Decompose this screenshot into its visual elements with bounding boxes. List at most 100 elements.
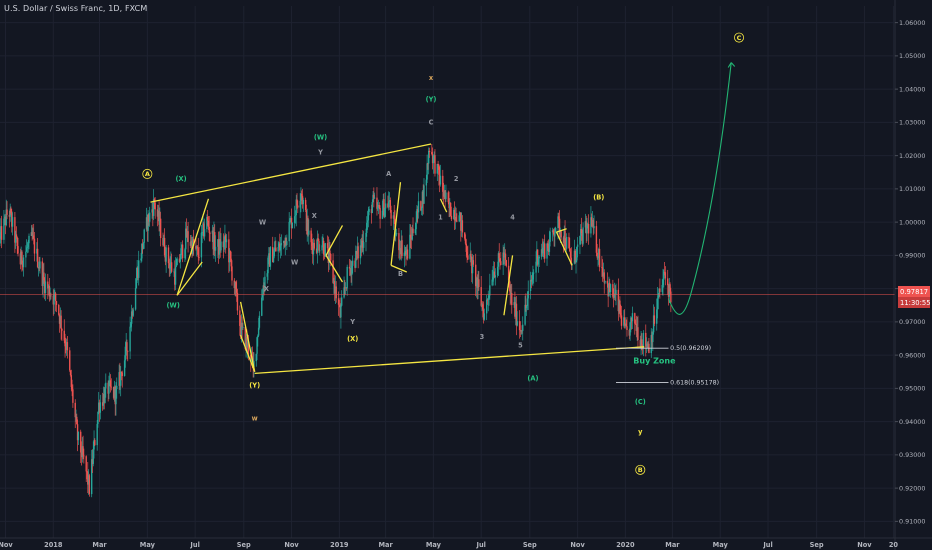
- candle-body: [142, 242, 145, 249]
- candle-body: [646, 343, 649, 348]
- candle: [453, 207, 455, 220]
- candle: [662, 268, 664, 296]
- candle: [224, 224, 226, 250]
- candle-body: [41, 261, 44, 287]
- candle-body: [124, 346, 127, 361]
- candle: [414, 222, 417, 235]
- candle-body: [224, 235, 226, 242]
- candle-body: [97, 412, 99, 424]
- candle-body: [587, 223, 590, 234]
- candle-body: [449, 202, 452, 216]
- candle: [505, 259, 507, 268]
- candle: [488, 293, 490, 306]
- candle: [609, 278, 611, 293]
- price-tick-label: 1.02000: [899, 152, 925, 160]
- candle-body: [330, 253, 332, 261]
- candle: [184, 247, 186, 262]
- candle: [449, 202, 452, 217]
- candle-body: [607, 283, 609, 297]
- price-tick-label: 1.06000: [899, 19, 925, 27]
- candle-body: [280, 242, 283, 246]
- candle: [31, 224, 33, 241]
- candle: [612, 288, 615, 308]
- candle-body: [444, 190, 446, 200]
- candle: [220, 233, 222, 253]
- candle-body: [158, 210, 160, 225]
- candle: [442, 182, 445, 204]
- candle-body: [246, 342, 249, 348]
- candle-body: [345, 287, 348, 289]
- candle: [362, 231, 365, 255]
- candle-body: [164, 255, 167, 262]
- candle: [127, 350, 129, 362]
- candle-body: [109, 380, 111, 382]
- candle: [436, 163, 439, 181]
- price-tick-label: 1.04000: [899, 85, 925, 93]
- candle: [185, 221, 187, 260]
- candle: [668, 277, 670, 303]
- candle: [480, 276, 482, 308]
- candle-body: [235, 282, 237, 290]
- candle-body: [543, 243, 545, 248]
- candle: [372, 190, 374, 203]
- candle: [170, 251, 172, 274]
- candle: [290, 215, 292, 225]
- candle: [41, 257, 44, 295]
- fib-levels[interactable]: 0.5(0.96209) 0.618(0.95178) Buy Zone: [615, 345, 719, 386]
- wave-label-circle: [635, 464, 646, 475]
- wave-label: x: [429, 74, 434, 82]
- wave-label: W: [291, 258, 299, 266]
- countdown-label: 11:30:55: [900, 299, 931, 307]
- wave-label-circle: [142, 168, 153, 179]
- candle-body: [343, 287, 345, 298]
- candle: [377, 201, 379, 211]
- candle-body: [428, 150, 431, 153]
- candle: [575, 257, 577, 274]
- candle-body: [38, 266, 40, 269]
- candle: [214, 224, 216, 257]
- candle-body: [642, 332, 645, 349]
- candle-body: [366, 220, 369, 223]
- candle: [630, 315, 632, 333]
- candle-body: [634, 313, 636, 324]
- candle: [456, 213, 458, 222]
- candle-body: [612, 296, 615, 298]
- candle: [104, 383, 106, 404]
- candle: [606, 272, 609, 288]
- candle-body: [628, 330, 631, 336]
- candle-body: [22, 263, 24, 268]
- candle: [203, 221, 205, 239]
- candle: [614, 285, 616, 301]
- candle-body: [491, 279, 493, 286]
- candle: [652, 328, 654, 352]
- candle-body: [493, 271, 496, 278]
- candle-body: [11, 213, 13, 227]
- candle-body: [650, 334, 652, 354]
- candle: [618, 299, 620, 315]
- candle-body: [30, 232, 33, 236]
- candle-body: [152, 209, 154, 216]
- candle: [520, 330, 522, 336]
- candle-body: [546, 243, 548, 259]
- candle-body: [15, 234, 18, 238]
- candle: [299, 193, 301, 219]
- candle-body: [459, 212, 461, 216]
- time-tick-label: Mar: [665, 541, 680, 549]
- candle-body: [50, 295, 52, 297]
- wave-trend-lines[interactable]: [0, 143, 895, 375]
- candle: [642, 330, 645, 357]
- candle: [329, 241, 331, 264]
- projection-path[interactable]: [667, 62, 736, 315]
- candle: [241, 316, 243, 339]
- candle-series[interactable]: [0, 144, 672, 498]
- candle: [431, 144, 433, 156]
- price-tick-label: 0.92000: [899, 484, 925, 492]
- candle-body: [568, 236, 570, 249]
- candle-body: [239, 325, 242, 337]
- candle: [366, 216, 368, 237]
- candle-body: [295, 199, 297, 216]
- candle: [356, 236, 359, 260]
- candle-body: [44, 281, 47, 294]
- candle: [370, 204, 373, 224]
